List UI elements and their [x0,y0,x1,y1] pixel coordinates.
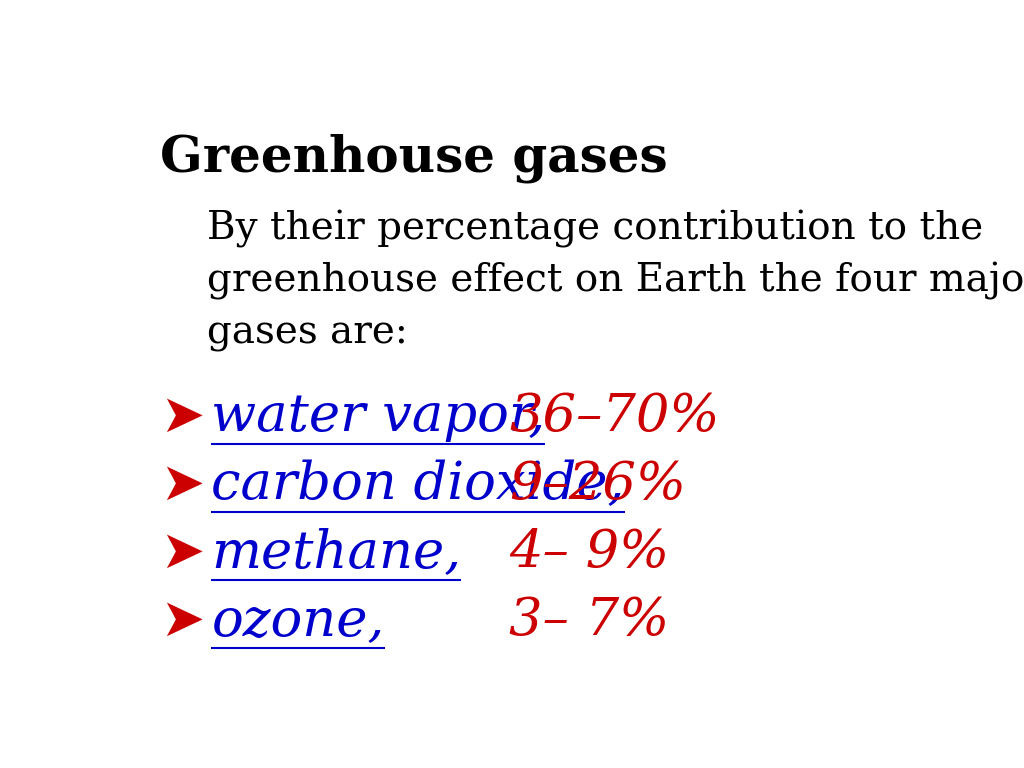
Text: gases are:: gases are: [207,315,409,352]
Text: ➤: ➤ [160,527,204,579]
Text: 9–26%: 9–26% [509,458,686,510]
Text: By their percentage contribution to the: By their percentage contribution to the [207,210,984,248]
Text: methane,: methane, [211,527,462,578]
Text: ➤: ➤ [160,458,204,511]
Text: ozone,: ozone, [211,595,385,646]
Text: 4– 9%: 4– 9% [509,527,669,578]
Text: water vapor,: water vapor, [211,391,546,442]
Text: carbon dioxide,: carbon dioxide, [211,458,625,510]
Text: ➤: ➤ [160,391,204,443]
Text: ➤: ➤ [160,595,204,647]
Text: greenhouse effect on Earth the four major: greenhouse effect on Earth the four majo… [207,263,1024,300]
Text: 36–70%: 36–70% [509,391,720,442]
Text: Greenhouse gases: Greenhouse gases [160,134,668,183]
Text: 3– 7%: 3– 7% [509,595,669,646]
